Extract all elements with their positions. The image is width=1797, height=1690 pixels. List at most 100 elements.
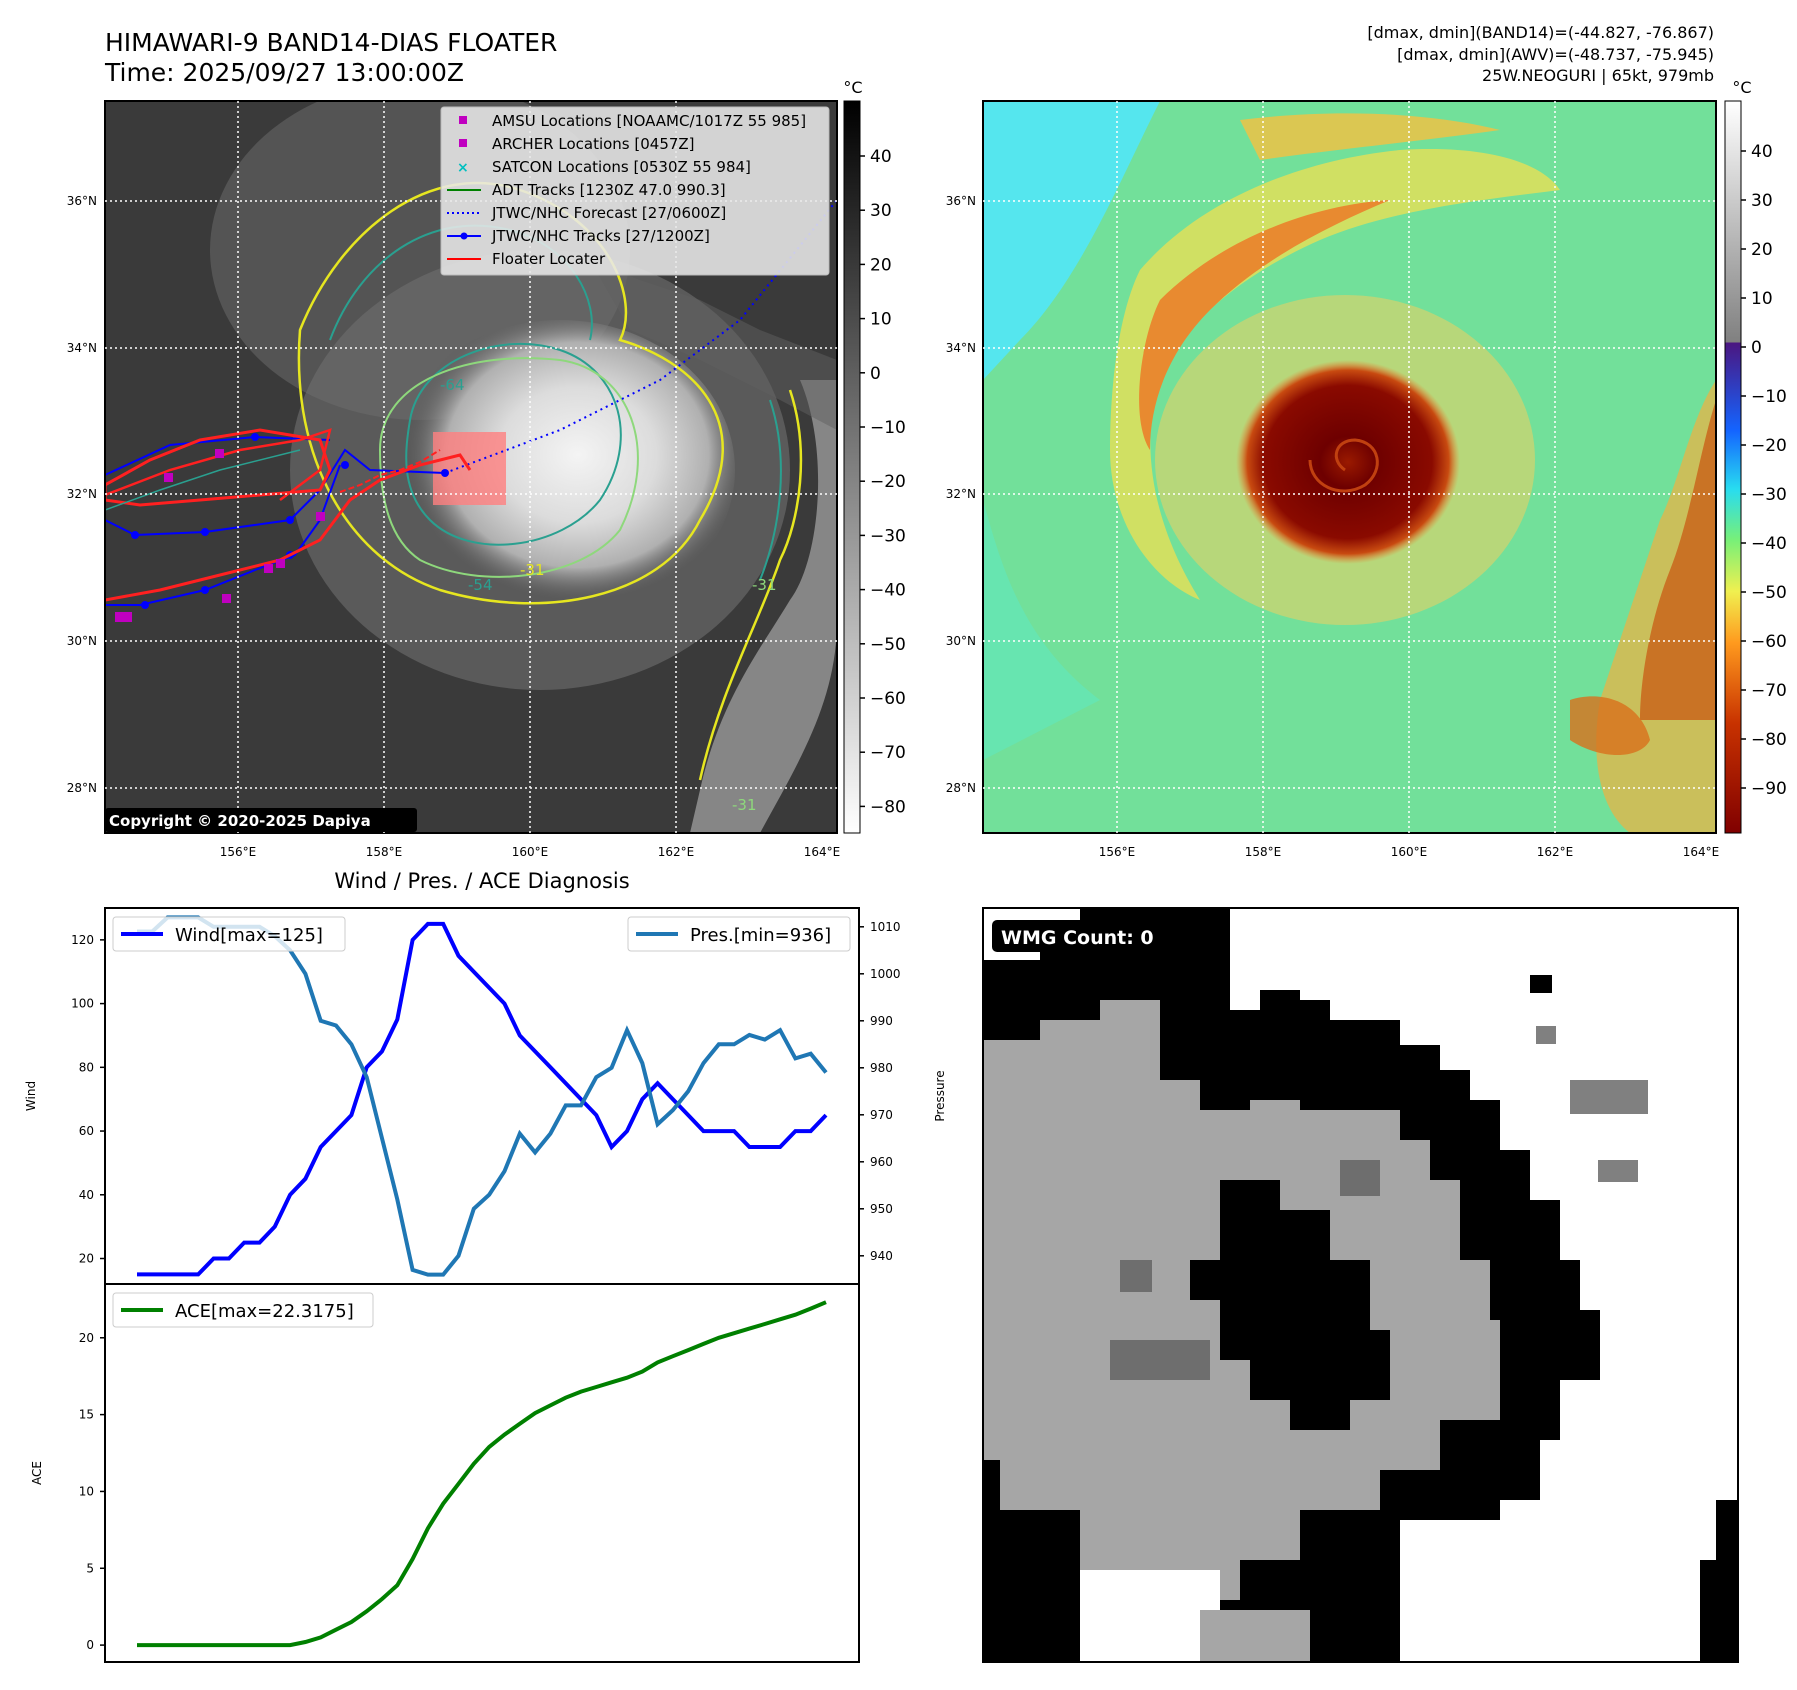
ir-colorbar-tick-label-2: 20 — [870, 255, 892, 275]
ir-colorbar-tick-label-1: 30 — [870, 201, 892, 221]
ace-ytick-label-2: 10 — [79, 1484, 94, 1498]
contour-label-31c: -31 — [732, 796, 757, 814]
lat-label-30-right: 30°N — [946, 634, 976, 648]
wmg-dark-cell-1 — [1120, 1260, 1152, 1292]
pres-legend-box — [627, 916, 851, 952]
ace-ytick-label-4: 20 — [79, 1331, 94, 1345]
pres-ytick-label-0: 940 — [870, 1249, 893, 1263]
jtwc-track-points — [131, 433, 449, 609]
ir-colorbar-bar — [843, 100, 861, 834]
floater-track-3 — [105, 428, 332, 501]
awv-colorbar-tick-label-2: 20 — [1751, 240, 1773, 260]
lat-label-32-right: 32°N — [946, 487, 976, 501]
ir-colorbar-tick-label-11: −70 — [870, 743, 906, 763]
ir-colorbar-tick-label-7: −30 — [870, 526, 906, 546]
awv-colorbar-tick-label-3: 10 — [1751, 289, 1773, 309]
ir-colorbar-unit: °C — [843, 78, 862, 97]
contour-label-31a: -31 — [520, 561, 545, 579]
awv-colorbar-tick-label-0: 40 — [1751, 142, 1773, 162]
awv-colorbar-tick-label-4: 0 — [1751, 338, 1762, 358]
contour-label-54: -54 — [468, 576, 493, 594]
ace-ylabel: ACE — [30, 1461, 44, 1485]
contour-label-31b: -31 — [752, 576, 777, 594]
copyright-text: Copyright © 2020-2025 Dapiya — [109, 812, 371, 830]
ir-colorbar-ticks: 40 30 20 10 0 −10 −20 −30 −40 −50 −60 −70 −80 — [860, 147, 906, 817]
awv-eye-region — [1236, 360, 1460, 564]
legend-box — [440, 106, 830, 276]
ir-colorbar-tick-label-6: −20 — [870, 472, 906, 492]
awv-colorbar-ticks: 40 30 20 10 0 −10 −20 −30 −40 −50 −60 −70 −80 −90 — [1741, 142, 1787, 799]
awv-gridlines — [983, 101, 1716, 833]
awv-lon-labels: 156°E 158°E 160°E 162°E 164°E — [1099, 845, 1720, 859]
ir-lat-labels: 36°N 34°N 32°N 30°N 28°N — [67, 194, 97, 795]
amsu-points — [115, 449, 325, 622]
pres-ytick-label-6: 1000 — [870, 967, 901, 981]
lon-label-160-left: 160°E — [512, 845, 549, 859]
floater-track-1 — [105, 428, 332, 507]
contour-east-yellow — [698, 389, 803, 781]
wind-ytick-label-4: 100 — [71, 997, 94, 1011]
stats-band14: [dmax, dmin](BAND14)=(-44.827, -76.867) — [1367, 23, 1714, 42]
pres-series-line — [137, 915, 828, 1277]
awv-colorbar-tick-label-5: −10 — [1751, 387, 1787, 407]
stats-awv: [dmax, dmin](AWV)=(-48.737, -75.945) — [1397, 45, 1714, 64]
stats-storm: 25W.NEOGURI | 65kt, 979mb — [1482, 66, 1714, 85]
ir-colorbar-tick-label-3: 10 — [870, 310, 892, 330]
awv-east-core — [1640, 400, 1716, 720]
awv-colorbar-tick-label-10: −60 — [1751, 632, 1787, 652]
awv-map-frame — [982, 100, 1717, 834]
contour-teal-inner — [405, 342, 622, 546]
lat-label-36-left: 36°N — [67, 194, 97, 208]
legend-tracks-label: JTWC/NHC Tracks [27/1200Z] — [491, 227, 710, 245]
wind-ytick-label-5: 120 — [71, 933, 94, 947]
ace-y-ticks: 0 5 10 15 20 — [79, 1331, 105, 1652]
jtwc-track-3 — [105, 435, 331, 476]
legend-adt-label: ADT Tracks [1230Z 47.0 990.3] — [492, 181, 726, 199]
pres-ytick-label-2: 960 — [870, 1155, 893, 1169]
lon-label-156-left: 156°E — [220, 845, 257, 859]
awv-lat-labels: 36°N 34°N 32°N 30°N 28°N — [946, 194, 976, 795]
pres-legend-label: Pres.[min=936] — [690, 925, 831, 946]
awv-colorbar-bar — [1724, 100, 1742, 834]
ace-panel: 0 5 10 15 20 ACE ACE[max=22.3175] — [30, 1283, 860, 1663]
ace-legend-box — [112, 1292, 374, 1328]
lon-label-164-right: 164°E — [1683, 845, 1720, 859]
ace-legend-label: ACE[max=22.3175] — [175, 1301, 354, 1322]
pres-ytick-label-7: 1010 — [870, 920, 901, 934]
ir-colorbar: °C 40 30 20 10 0 −10 −20 −30 −40 −50 −60 −70 −80 — [843, 78, 906, 834]
wind-y-ticks: 20 40 60 80 100 120 — [71, 933, 105, 1266]
wmg-dark-cell-4 — [1570, 1080, 1648, 1114]
legend-floater-label: Floater Locater — [492, 250, 606, 268]
lon-label-156-right: 156°E — [1099, 845, 1136, 859]
legend-amsu-label: AMSU Locations [NOAAMC/1017Z 55 985] — [492, 112, 806, 130]
wind-legend-box — [112, 916, 346, 952]
wind-ytick-label-1: 40 — [79, 1188, 94, 1202]
lat-label-30-left: 30°N — [67, 634, 97, 648]
pres-ylabel: Pressure — [933, 1070, 947, 1121]
jtwc-forecast-track — [444, 199, 837, 474]
diagnosis-title: Wind / Pres. / ACE Diagnosis — [334, 869, 629, 893]
wmg-core-black — [1190, 1180, 1390, 1430]
wmg-panel: WMG Count: 0 — [982, 907, 1739, 1663]
contour-green — [378, 357, 639, 578]
awv-colorbar-tick-label-1: 30 — [1751, 191, 1773, 211]
lon-label-162-right: 162°E — [1537, 845, 1574, 859]
wmg-count-label: WMG Count: 0 — [1001, 927, 1154, 949]
wmg-dark-cell-5 — [1598, 1160, 1638, 1182]
awv-south-cell — [1570, 696, 1650, 755]
ace-series-line — [137, 1300, 827, 1648]
awv-colorbar-tick-label-13: −90 — [1751, 779, 1787, 799]
lat-label-28-left: 28°N — [67, 781, 97, 795]
ace-ytick-label-1: 5 — [86, 1561, 94, 1575]
wmg-white-southeast — [1400, 1520, 1590, 1662]
figure-time: Time: 2025/09/27 13:00:00Z — [104, 58, 464, 87]
wmg-gray-cell-1 — [1536, 1026, 1556, 1044]
legend-satcon-icon: × — [457, 160, 469, 176]
jtwc-track-1 — [105, 448, 446, 537]
ir-east-band — [690, 380, 837, 833]
wmg-east-black — [1700, 1500, 1738, 1662]
contour-label-64: -64 — [440, 376, 465, 394]
pres-y-ticks: 940 950 960 970 980 990 1000 1010 — [859, 920, 901, 1263]
ir-colorbar-tick-label-12: −80 — [870, 797, 906, 817]
